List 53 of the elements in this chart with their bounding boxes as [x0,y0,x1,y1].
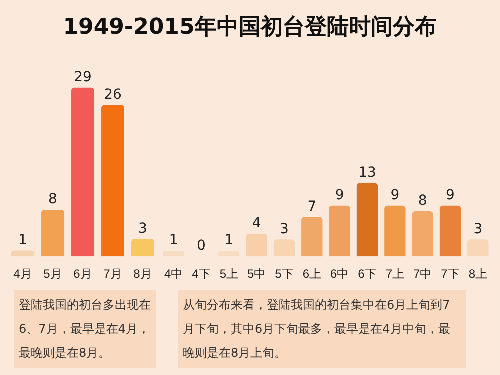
data-label: 26 [104,86,122,103]
data-label: 13 [358,164,376,181]
x-tick-label: 8月 [134,267,152,282]
data-label: 9 [446,187,455,204]
data-label: 29 [74,69,92,86]
x-tick-label: 7中 [413,267,432,282]
x-tick-label: 7下 [441,267,460,282]
bar [468,240,489,257]
x-tick-label: 7月 [104,267,122,282]
data-label: 1 [224,232,234,249]
bar [274,240,296,257]
x-tick-label: 6上 [302,267,322,282]
bar [132,239,154,257]
data-label: 4 [252,216,262,232]
bar [102,105,124,257]
data-label: 8 [418,193,428,210]
x-tick-label: 5月 [44,267,62,282]
x-tick-label: 4中 [164,267,184,282]
data-label: 9 [390,187,400,204]
x-tick-label: 6中 [330,267,350,282]
text: 1949-2015年中国初台登陆时间分布 [62,14,438,42]
x-tick-label: 8上 [468,267,488,282]
x-tick-label: 5中 [247,267,266,282]
bar [42,210,64,257]
bar [384,206,406,257]
data-label: 7 [308,198,317,215]
bar [72,88,94,257]
bar [12,250,34,257]
bar [302,217,323,257]
data-label: 3 [138,220,148,237]
x-tick-label: 5下 [275,267,294,282]
bar [163,250,184,257]
x-tick-label: 4月 [14,267,32,282]
text: 从旬分布来看，登陆我国的初台集中在6月上旬到7月下旬，其中6月下旬最多，最早是在4月中旬，最晚则是在8月上旬。 [178,290,466,368]
bar [329,206,350,257]
data-label: 9 [335,187,344,204]
x-tick-label: 6下 [358,267,377,282]
data-label: 0 [197,238,206,254]
bar [412,211,434,257]
data-label: 1 [169,232,178,249]
x-tick-label: 4下 [192,267,211,282]
x-tick-label: 6月 [74,267,92,282]
x-tick-label: 5上 [220,267,239,282]
data-label: 3 [474,221,483,238]
bar [356,183,378,257]
data-label: 1 [18,232,28,248]
x-tick-label: 7上 [386,267,405,282]
text: 登陆我国的初台多出现在6、7月，最早是在4月，最晚则是在8月。 [14,290,156,368]
data-label: 3 [280,221,289,238]
bar [218,250,240,257]
bar [246,234,268,257]
bar [440,206,462,257]
data-label: 8 [48,192,58,208]
